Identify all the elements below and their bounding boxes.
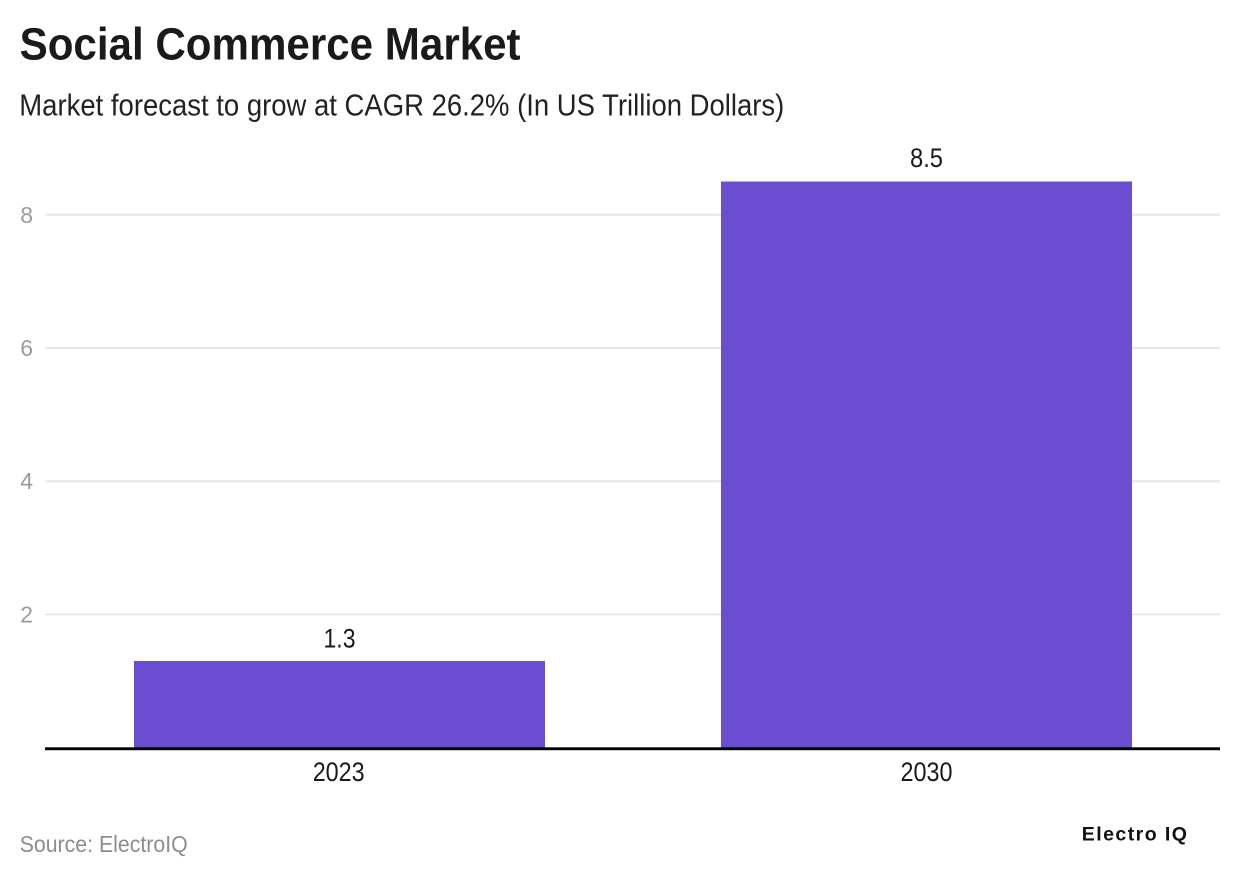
svg-text:2023: 2023 <box>313 757 365 787</box>
svg-text:8.5: 8.5 <box>910 143 943 173</box>
svg-text:Electro IQ: Electro IQ <box>1082 823 1189 845</box>
svg-text:Social Commerce Market: Social Commerce Market <box>20 19 521 70</box>
svg-text:8: 8 <box>20 202 33 228</box>
svg-text:6: 6 <box>20 335 33 361</box>
svg-text:2: 2 <box>20 601 33 627</box>
svg-text:Source: ElectroIQ: Source: ElectroIQ <box>20 831 188 857</box>
svg-text:4: 4 <box>20 468 33 494</box>
svg-text:Market forecast to grow at CAG: Market forecast to grow at CAGR 26.2% (I… <box>19 88 784 123</box>
svg-text:1.3: 1.3 <box>324 623 356 653</box>
svg-text:2030: 2030 <box>901 757 953 787</box>
